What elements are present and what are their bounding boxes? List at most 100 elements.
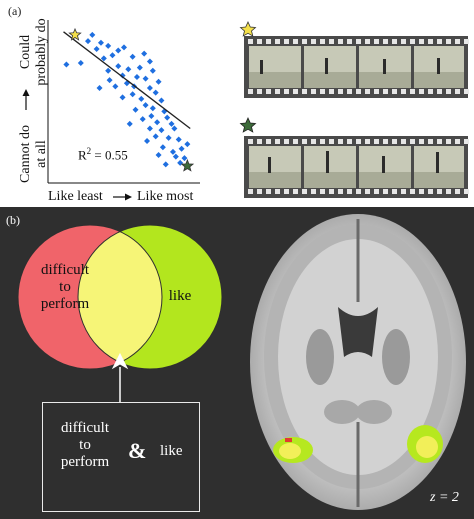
sprocket-hole — [437, 139, 442, 144]
activation-right-core — [416, 436, 438, 458]
r2-sup: 2 — [86, 146, 92, 156]
floor-1 — [249, 72, 301, 88]
r2-text: R — [78, 147, 87, 163]
sprocket-hole — [455, 39, 460, 44]
lateral-ventricles — [338, 307, 378, 357]
sprocket-hole — [266, 39, 271, 44]
activation-left — [273, 437, 313, 463]
sprocket-hole — [293, 89, 298, 94]
brain-white-matter — [278, 239, 438, 475]
y-axis-arrowhead — [22, 89, 30, 96]
regression-line — [63, 31, 191, 130]
sprocket-hole — [338, 139, 343, 144]
slice-label: z = 2 — [430, 490, 459, 505]
floor-3 — [359, 72, 411, 88]
left-basal-ganglia — [306, 329, 334, 385]
sprocket-hole — [464, 139, 469, 144]
scatter-point — [129, 91, 136, 98]
sprocket-hole — [284, 39, 289, 44]
sprocket-hole — [392, 139, 397, 144]
sprocket-hole — [275, 189, 280, 194]
scatter-point — [165, 134, 172, 141]
scatter-point — [63, 61, 70, 68]
sprocket-hole — [320, 89, 325, 94]
scatter-point — [133, 74, 140, 81]
sprocket-hole — [455, 139, 460, 144]
star-marker-bottom — [180, 158, 195, 172]
scatter-point — [142, 75, 149, 82]
sprocket-hole — [329, 39, 334, 44]
sprocket-hole — [410, 139, 415, 144]
scatter-point — [142, 102, 149, 109]
floor-4 — [414, 172, 464, 188]
sprocket-hole — [347, 39, 352, 44]
sprocket-hole — [464, 189, 469, 194]
scatter-point — [119, 72, 126, 79]
sprocket-hole — [437, 39, 442, 44]
sprocket-hole — [419, 89, 424, 94]
scatter-point — [149, 105, 156, 112]
scatter-point — [146, 58, 153, 65]
sprocket-hole — [266, 189, 271, 194]
figure-2 — [325, 58, 328, 74]
scatter-point — [168, 120, 175, 127]
activation-left-core — [279, 443, 301, 459]
sprocket-hole — [347, 139, 352, 144]
scatter-point — [152, 133, 159, 140]
scatter-point — [144, 138, 151, 144]
scatter-point — [93, 45, 100, 52]
scatter-point — [164, 114, 171, 121]
scatter-point — [106, 77, 113, 84]
film-strip-bottom — [244, 136, 469, 198]
sprocket-hole — [320, 189, 325, 194]
panel-a: (a) Could probably do Cannot do at all — [0, 0, 474, 206]
scatter-point — [146, 125, 153, 132]
sprocket-hole — [302, 89, 307, 94]
venn-right-outline — [77, 224, 223, 370]
sprocket-hole — [266, 139, 271, 144]
sprocket-hole — [293, 39, 298, 44]
star-marker-top — [68, 27, 82, 41]
scatter-point — [149, 67, 156, 74]
sprocket-hole — [410, 89, 415, 94]
figure-1 — [260, 60, 263, 74]
x-axis-right-label: Like most — [137, 189, 194, 204]
scatter-point — [141, 50, 148, 57]
scatter-point — [100, 55, 107, 62]
r2-value: = 0.55 — [91, 147, 128, 163]
sprocket-hole — [464, 39, 469, 44]
sprocket-hole — [329, 89, 334, 94]
floor-3 — [359, 172, 411, 188]
scatter-point — [152, 89, 159, 96]
scatter-point — [172, 153, 179, 160]
scatter-point — [146, 84, 153, 91]
star-bottom-icon — [239, 117, 257, 133]
sprocket-hole — [320, 139, 325, 144]
scatter-plot — [47, 20, 200, 184]
sprocket-hole — [446, 89, 451, 94]
sprocket-hole — [374, 189, 379, 194]
sprocket-hole — [257, 139, 262, 144]
figure-3 — [383, 59, 386, 74]
activation-right — [407, 425, 443, 463]
scatter-point — [109, 52, 116, 59]
sprocket-hole — [446, 189, 451, 194]
sprocket-hole — [248, 189, 253, 194]
sprocket-hole — [446, 139, 451, 144]
sprocket-hole — [464, 89, 469, 94]
sprocket-hole — [383, 39, 388, 44]
sprocket-holes — [248, 139, 469, 194]
sprocket-hole — [338, 39, 343, 44]
figure-1 — [268, 157, 271, 173]
sprocket-hole — [311, 139, 316, 144]
box-right-text: like — [160, 443, 183, 459]
sprocket-hole — [275, 39, 280, 44]
sprocket-hole — [383, 139, 388, 144]
scatter-point — [96, 84, 103, 91]
sprocket-hole — [329, 189, 334, 194]
figure-2 — [326, 151, 329, 173]
sprocket-hole — [275, 139, 280, 144]
sprocket-hole — [356, 39, 361, 44]
scatter-point — [112, 83, 119, 90]
sprocket-hole — [356, 139, 361, 144]
